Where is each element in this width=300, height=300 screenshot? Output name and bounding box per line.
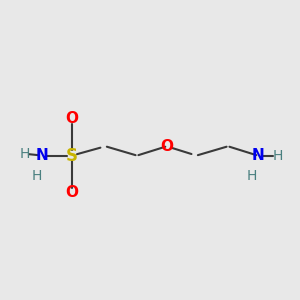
Text: H: H bbox=[273, 148, 284, 163]
Text: O: O bbox=[65, 185, 79, 200]
Text: O: O bbox=[160, 139, 173, 154]
Text: N: N bbox=[251, 148, 264, 163]
Text: H: H bbox=[19, 147, 30, 161]
Text: H: H bbox=[32, 169, 42, 183]
Text: S: S bbox=[66, 147, 78, 165]
Text: N: N bbox=[36, 148, 49, 163]
Text: H: H bbox=[247, 169, 257, 183]
Text: O: O bbox=[65, 111, 79, 126]
